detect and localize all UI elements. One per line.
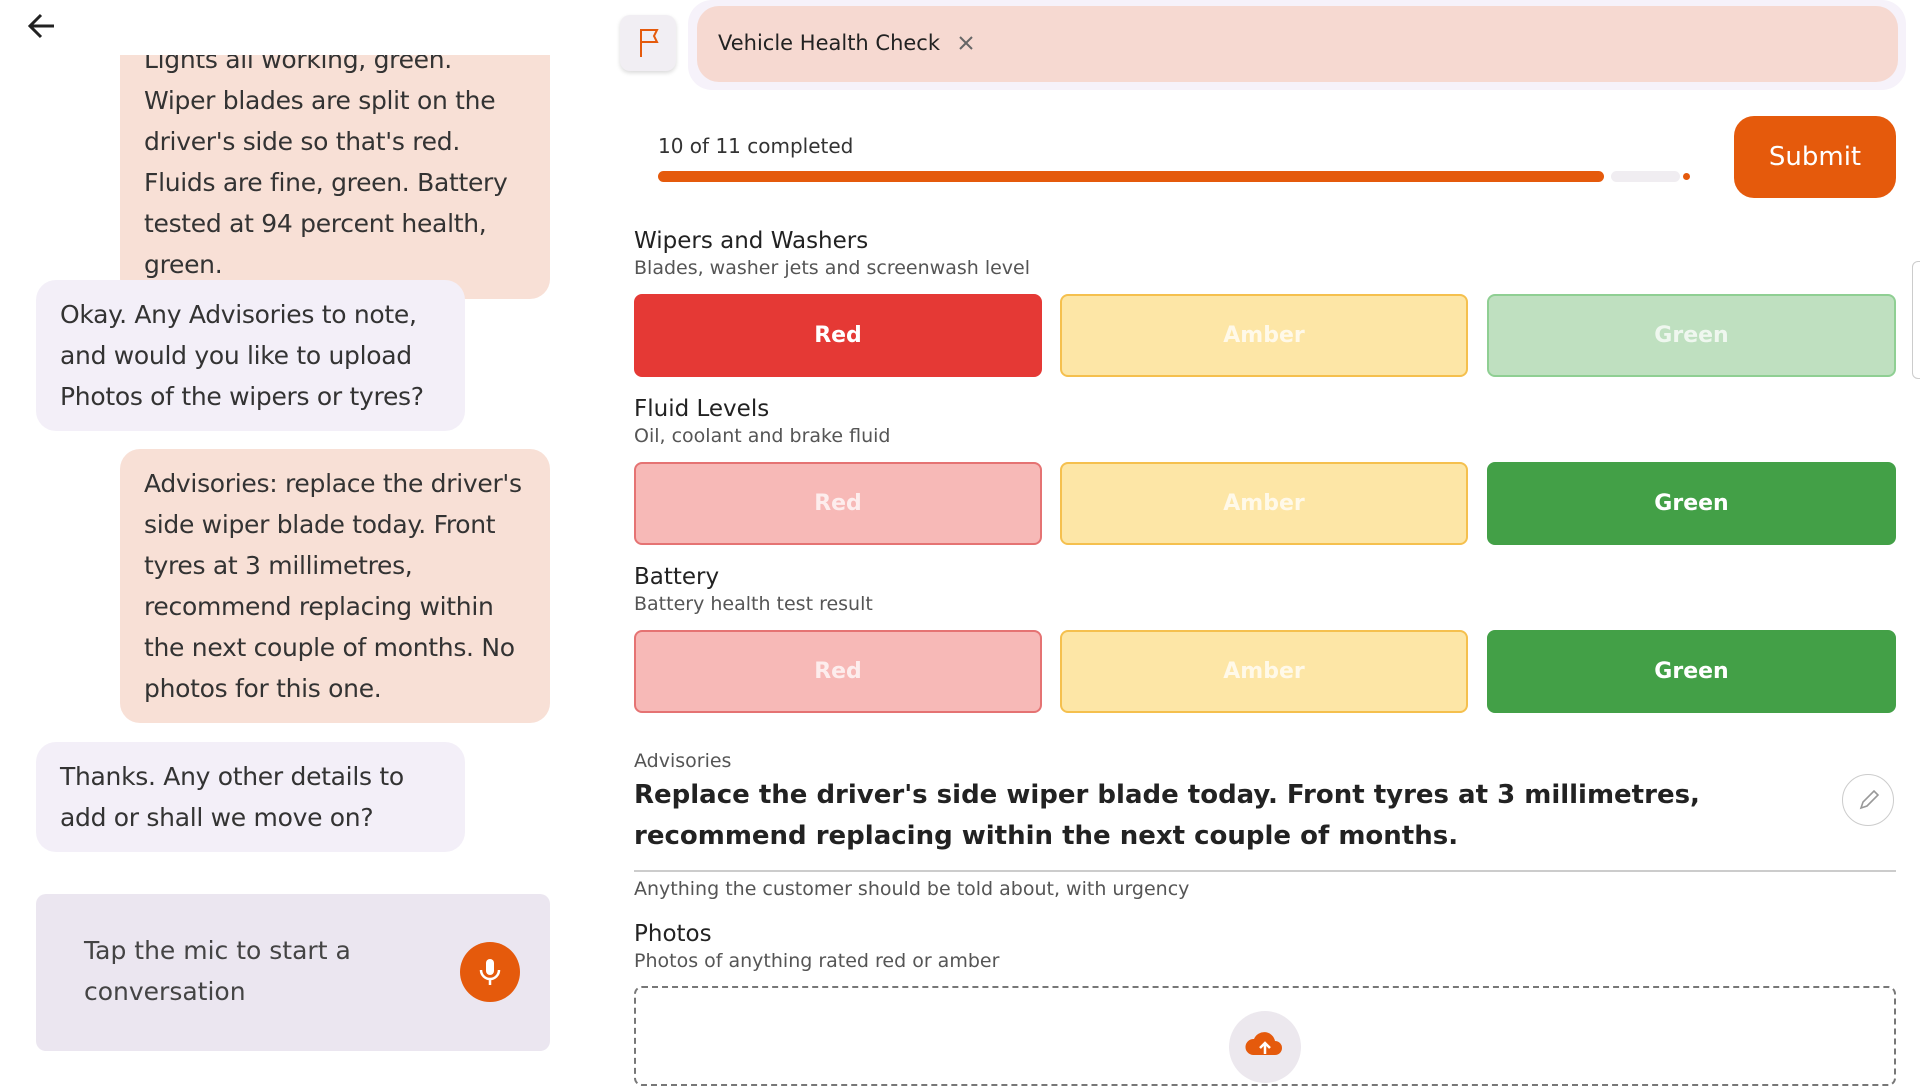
input-placeholder: Tap the mic to start a conversation: [84, 936, 351, 1006]
rating-option[interactable]: Red: [634, 462, 1042, 545]
tab-close[interactable]: [957, 34, 975, 52]
rating-option[interactable]: Green: [1487, 630, 1896, 713]
section-subtitle: Blades, washer jets and screenwash level: [634, 257, 1030, 279]
side-handle: [1912, 261, 1920, 379]
advisories-underline: [634, 870, 1896, 872]
progress-end: [1683, 173, 1690, 180]
progress-fill: [658, 171, 1604, 182]
chat-list: Lights all working, green. Wiper blades …: [0, 55, 600, 1074]
rating-option[interactable]: Red: [634, 294, 1042, 377]
advisories-label: Advisories: [634, 750, 732, 772]
photos-subtitle: Photos of anything rated red or amber: [634, 950, 1000, 972]
progress-track: [1611, 171, 1680, 182]
user-message: Advisories: replace the driver's side wi…: [120, 449, 550, 723]
section-subtitle: Oil, coolant and brake fluid: [634, 425, 891, 447]
rating-option[interactable]: Green: [1487, 462, 1896, 545]
back-button[interactable]: [26, 12, 58, 40]
agent-message: Okay. Any Advisories to note, and would …: [36, 280, 465, 431]
tab-title: Vehicle Health Check: [718, 31, 941, 55]
flag-button[interactable]: [620, 15, 676, 71]
section-title: Battery: [634, 564, 720, 590]
rating-option[interactable]: Amber: [1060, 630, 1468, 713]
rating-option[interactable]: Red: [634, 630, 1042, 713]
advisories-helper: Anything the customer should be told abo…: [634, 878, 1190, 900]
rating-option[interactable]: Amber: [1060, 294, 1468, 377]
tab[interactable]: Vehicle Health Check: [697, 6, 1898, 82]
user-message: Lights all working, green. Wiper blades …: [120, 55, 550, 299]
submit-button[interactable]: Submit: [1734, 116, 1896, 198]
progress-label: 10 of 11 completed: [658, 134, 854, 158]
chat-panel: Lights all working, green. Wiper blades …: [0, 55, 600, 1074]
photos-title: Photos: [634, 921, 712, 947]
section-title: Fluid Levels: [634, 396, 770, 422]
upload-button[interactable]: [1229, 1011, 1301, 1083]
rating-option[interactable]: Amber: [1060, 462, 1468, 545]
agent-message: Thanks. Any other details to add or shal…: [36, 742, 465, 852]
mic-button[interactable]: [460, 942, 520, 1002]
edit-button[interactable]: [1842, 774, 1894, 826]
section-subtitle: Battery health test result: [634, 593, 873, 615]
rating-option[interactable]: Green: [1487, 294, 1896, 377]
advisories-text: Replace the driver's side wiper blade to…: [634, 780, 1700, 851]
input-box[interactable]: Tap the mic to start a conversation: [36, 894, 550, 1051]
section-title: Wipers and Washers: [634, 228, 869, 254]
